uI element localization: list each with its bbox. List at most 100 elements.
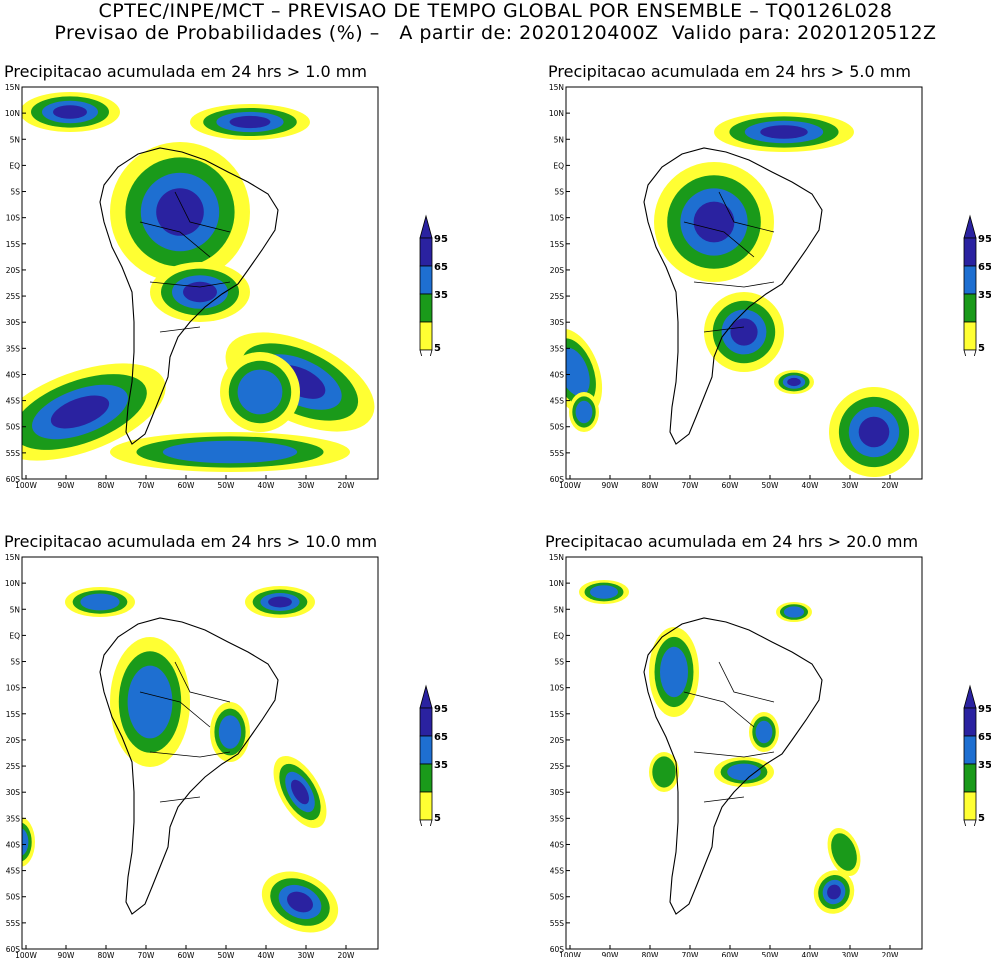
lat-tick-label: 5N bbox=[554, 605, 564, 614]
legend-triangle-bottom bbox=[419, 819, 433, 826]
lat-tick-label: 5N bbox=[10, 605, 20, 614]
lon-tick-label: 30W bbox=[298, 481, 316, 490]
lat-tick-label: 50S bbox=[550, 893, 565, 902]
lat-tick-label: 20S bbox=[6, 266, 21, 275]
lat-tick-label: 15N bbox=[5, 553, 20, 562]
lon-tick-label: 90W bbox=[58, 951, 76, 960]
lon-tick-label: 70W bbox=[682, 951, 700, 957]
lat-tick-label: 10S bbox=[550, 214, 565, 223]
lat-tick-label: 35S bbox=[550, 814, 565, 823]
lat-tick-label: 35S bbox=[550, 344, 565, 353]
lat-tick-label: 45S bbox=[6, 867, 21, 876]
lat-tick-label: 30S bbox=[550, 318, 565, 327]
lat-tick-label: 10S bbox=[6, 214, 21, 223]
lat-tick-label: EQ bbox=[9, 161, 20, 170]
map-panel-2: 15N 10N 5N EQ 5S 10S 15S 20S 25S 30S 35S 40S 45S 50S 5… bbox=[549, 83, 923, 490]
lat-tick-label: 15S bbox=[6, 240, 21, 249]
lat-tick-label: 25S bbox=[6, 762, 21, 771]
lat-tick-label: 20S bbox=[550, 736, 565, 745]
lon-tick-label: 100W bbox=[559, 951, 581, 957]
legend-panel-3: 95 65 35 5 bbox=[419, 684, 448, 826]
lat-tick-label: 50S bbox=[550, 423, 565, 432]
legend-label: 95 bbox=[434, 704, 448, 715]
lon-tick-label: 70W bbox=[138, 481, 156, 490]
legend-swatch bbox=[963, 237, 977, 267]
legend-swatch bbox=[419, 293, 433, 323]
lat-tick-label: 45S bbox=[550, 397, 565, 406]
legend-swatch bbox=[419, 763, 433, 793]
lat-tick-label: 25S bbox=[550, 292, 565, 301]
lat-tick-label: 30S bbox=[550, 788, 565, 797]
lat-tick-label: 35S bbox=[6, 344, 21, 353]
legend-label: 95 bbox=[978, 704, 991, 715]
lon-tick-label: 100W bbox=[15, 951, 37, 960]
main-subtitle: Previsao de Probabilidades (%) – A parti… bbox=[54, 22, 937, 44]
lat-tick-label: 5S bbox=[554, 658, 564, 667]
lon-tick-label: 50W bbox=[762, 951, 780, 957]
lon-tick-label: 60W bbox=[178, 951, 196, 960]
lon-tick-label: 80W bbox=[642, 481, 660, 490]
legend-swatch bbox=[419, 265, 433, 295]
lat-tick-label: 5N bbox=[10, 135, 20, 144]
legend-triangle-top bbox=[419, 684, 433, 709]
lat-tick-label: 45S bbox=[6, 397, 21, 406]
lon-tick-label: 80W bbox=[98, 481, 116, 490]
lat-tick-label: 50S bbox=[6, 423, 21, 432]
lon-tick-label: 20W bbox=[882, 481, 900, 490]
legend-label: 35 bbox=[434, 760, 448, 771]
legend-swatch bbox=[963, 265, 977, 295]
lat-tick-label: 60S bbox=[550, 945, 565, 954]
lon-tick-label: 100W bbox=[559, 481, 581, 490]
legend-label: 35 bbox=[978, 290, 991, 301]
legend-label: 65 bbox=[434, 262, 448, 273]
lon-tick-label: 90W bbox=[602, 951, 620, 957]
legend-label: 5 bbox=[434, 813, 441, 824]
lon-tick-label: 50W bbox=[218, 481, 236, 490]
legend-triangle-bottom bbox=[963, 819, 977, 826]
lon-tick-label: 60W bbox=[178, 481, 196, 490]
lat-tick-label: 15N bbox=[549, 83, 564, 92]
lat-tick-label: 10S bbox=[6, 684, 21, 693]
legend-label: 35 bbox=[434, 290, 448, 301]
lon-tick-label: 100W bbox=[15, 481, 37, 490]
lat-tick-label: 5N bbox=[554, 135, 564, 144]
lon-tick-label: 30W bbox=[842, 481, 860, 490]
lat-tick-label: 55S bbox=[6, 919, 21, 928]
legend-swatch bbox=[419, 237, 433, 267]
lat-tick-label: 5S bbox=[10, 188, 20, 197]
lat-tick-label: 10N bbox=[5, 579, 20, 588]
legend-triangle-bottom bbox=[963, 349, 977, 356]
lon-tick-label: 50W bbox=[218, 951, 236, 960]
lon-tick-label: 40W bbox=[802, 481, 820, 490]
lat-tick-label: 15S bbox=[6, 710, 21, 719]
legend-swatch bbox=[963, 321, 977, 351]
legend-triangle-top bbox=[963, 214, 977, 239]
legend-label: 95 bbox=[978, 234, 991, 245]
legend-label: 5 bbox=[978, 813, 985, 824]
map-panel-4: 15N 10N 5N EQ 5S 10S 15S 20S 25S 30S 35S 40S 45S 50S 5… bbox=[549, 553, 923, 957]
legend-label: 5 bbox=[434, 343, 441, 354]
legend-label: 65 bbox=[978, 732, 991, 743]
legend-swatch bbox=[963, 735, 977, 765]
lat-tick-label: 30S bbox=[6, 318, 21, 327]
lat-tick-label: 35S bbox=[6, 814, 21, 823]
legend-panel-4: 95 65 35 5 bbox=[963, 684, 991, 826]
lat-tick-label: 25S bbox=[550, 762, 565, 771]
lon-tick-label: 80W bbox=[642, 951, 660, 957]
main-title: CPTEC/INPE/MCT – PREVISAO DE TEMPO GLOBA… bbox=[98, 0, 893, 22]
legend-label: 35 bbox=[978, 760, 991, 771]
lat-tick-label: 15S bbox=[550, 240, 565, 249]
map-panel-3: 15N 10N 5N EQ 5S 10S 15S 20S 25S 30S 35S 40S 45S 50S 5… bbox=[5, 553, 379, 960]
lon-tick-label: 20W bbox=[882, 951, 900, 957]
lon-tick-label: 70W bbox=[138, 951, 156, 960]
lon-tick-label: 40W bbox=[802, 951, 820, 957]
legend-swatch bbox=[419, 735, 433, 765]
lat-tick-label: 15N bbox=[5, 83, 20, 92]
lon-tick-label: 30W bbox=[298, 951, 316, 960]
lat-tick-label: 15S bbox=[550, 710, 565, 719]
lat-tick-label: 25S bbox=[6, 292, 21, 301]
lat-tick-label: 60S bbox=[6, 475, 21, 484]
lat-tick-label: 40S bbox=[550, 370, 565, 379]
lon-tick-label: 40W bbox=[258, 951, 276, 960]
map-panel-1: 15N 10N 5N EQ 5S 10S 15S 20S 25S 30S 35S 40S 45S 50S 5… bbox=[5, 83, 379, 490]
